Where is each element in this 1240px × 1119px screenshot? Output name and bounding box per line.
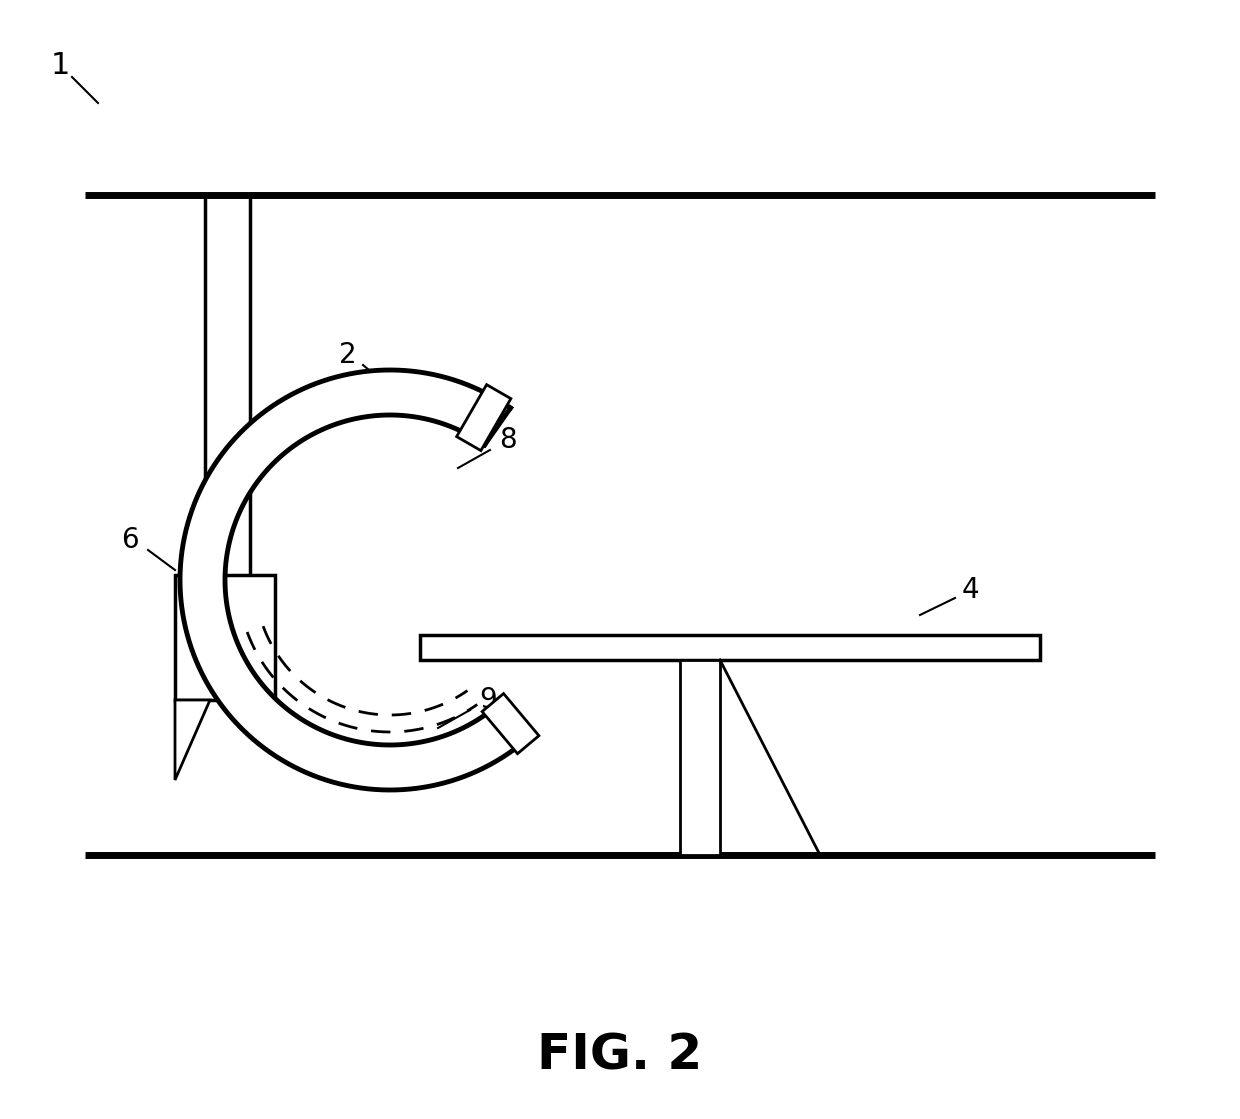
Text: 9: 9 [479,686,497,714]
Bar [205,195,250,590]
Bar [175,575,275,700]
Polygon shape [180,370,525,790]
Polygon shape [456,385,511,451]
Polygon shape [175,700,210,780]
Bar [680,660,720,855]
Text: 6: 6 [122,526,139,554]
Text: 8: 8 [500,426,517,454]
Polygon shape [482,694,539,754]
Bar [420,634,1040,660]
Text: FIG. 2: FIG. 2 [537,1031,703,1079]
Text: 2: 2 [340,341,357,369]
Text: 4: 4 [961,576,978,604]
Text: 1: 1 [51,50,69,79]
